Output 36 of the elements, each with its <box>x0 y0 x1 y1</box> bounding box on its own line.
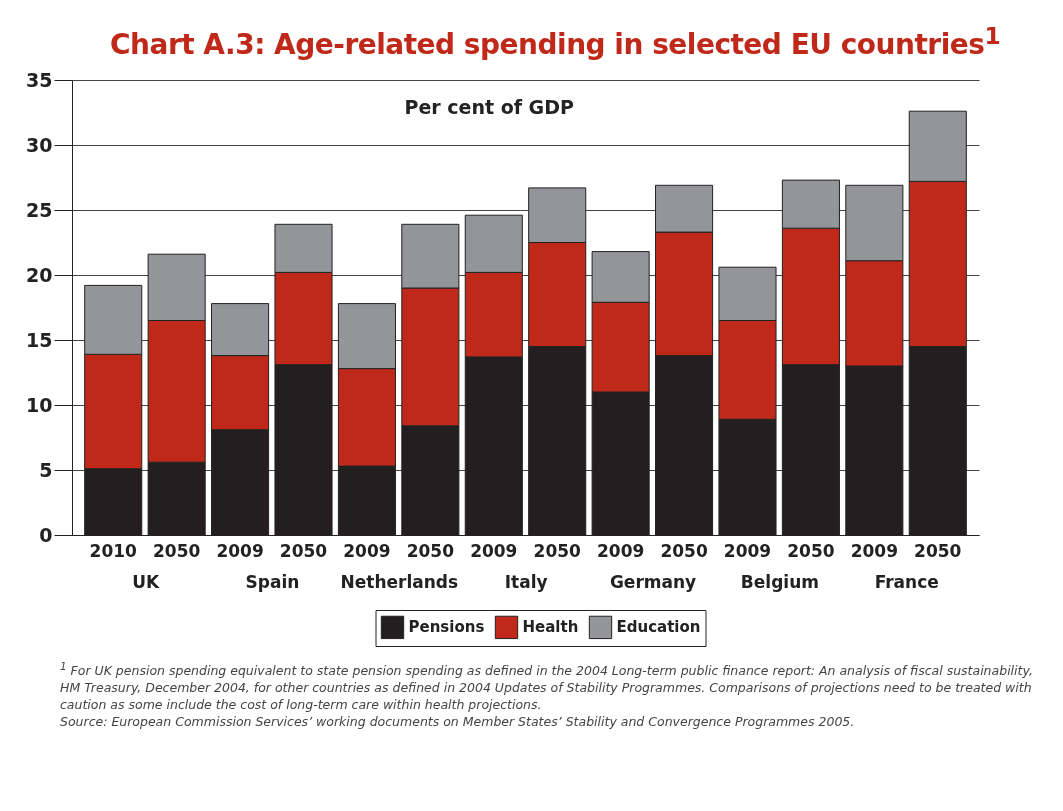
x-tick-label: 2050 <box>914 540 962 561</box>
text: Italy <box>504 572 548 593</box>
legend-label: Health <box>522 618 579 637</box>
y-tick-label: 5 <box>39 458 53 481</box>
text: UK <box>132 572 160 593</box>
text: Netherlands <box>340 572 459 593</box>
chart-title: Chart A.3: Age-related spending in selected EU countries$^{1}$ <box>110 22 1002 62</box>
y-tick-label: 30 <box>26 133 53 156</box>
source-note: Source: European Commission Services’ working documents on Member States’ Stability and Convergence Programmes 2005. <box>60 713 856 731</box>
x-tick-label: 2050 <box>533 540 582 561</box>
y-tick-label: 20 <box>26 263 53 286</box>
x-tick-label: 2009 <box>850 540 899 561</box>
x-tick-label: 2009 <box>723 540 772 561</box>
x-tick-label: 2050 <box>660 540 708 561</box>
x-tick-label: 2009 <box>596 540 645 561</box>
text: Belgium <box>740 572 819 593</box>
legend-label: Pensions <box>408 618 485 637</box>
text: Germany <box>609 572 697 593</box>
text: France <box>874 572 939 593</box>
y-tick-label: 15 <box>26 328 53 351</box>
x-tick-label: 2050 <box>152 540 201 561</box>
legend-label: Education <box>616 618 701 637</box>
x-tick-label: 2050 <box>279 540 328 561</box>
y-tick-label: 35 <box>26 68 53 91</box>
y-axis-title: Per cent of GDP <box>404 96 574 119</box>
text: $^{1}$ For UK pension spending equivalent to state pension spending as defined in the 2004 Long-term public finance report: An analysis of fiscal sustainability, HM Treasury, December 2004, for other countries as defined in 2004 Updates of Stability Programmes. Comparisons of projections need to be treated with caution as some include the cost of long-term care within health projections. <box>60 659 1033 714</box>
y-tick-label: 10 <box>26 393 53 416</box>
x-tick-label: 2009 <box>343 540 391 561</box>
x-tick-label: 2009 <box>216 540 264 561</box>
x-tick-label: 2010 <box>89 540 138 561</box>
text: Spain <box>245 572 300 593</box>
x-tick-label: 2050 <box>406 540 455 561</box>
y-tick-label: 25 <box>26 198 53 221</box>
x-tick-label: 2050 <box>787 540 835 561</box>
y-tick-label: 0 <box>39 523 53 546</box>
x-tick-label: 2009 <box>470 540 518 561</box>
